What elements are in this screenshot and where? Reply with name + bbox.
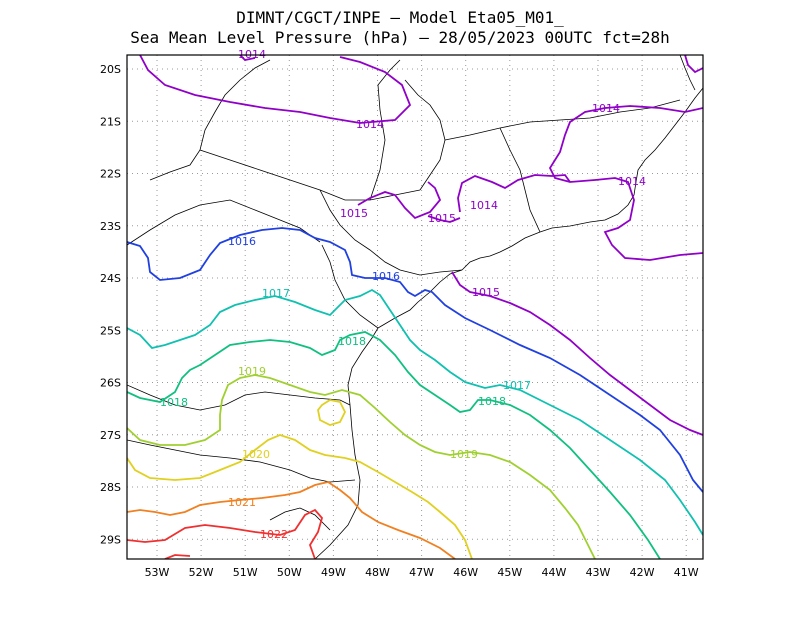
- chart-subtitle: Sea Mean Level Pressure (hPa) – 28/05/20…: [130, 28, 670, 47]
- isobar-1021: [127, 481, 456, 559]
- lat-tick-label: 29S: [100, 533, 121, 546]
- lat-tick-label: 21S: [100, 115, 121, 128]
- map-frame: [126, 54, 704, 560]
- lon-tick-label: 47W: [409, 566, 434, 579]
- lon-tick-label: 53W: [145, 566, 170, 579]
- graticule: [127, 55, 703, 559]
- isobar-1019: [317, 399, 347, 426]
- contour-labels: 1014 1014 1014 1014 1014 1015 1015 1015 …: [160, 48, 646, 541]
- lon-tick-label: 48W: [365, 566, 390, 579]
- lat-tick-label: 26S: [100, 377, 121, 390]
- isobars: [127, 55, 703, 559]
- lon-tick-label: 46W: [453, 566, 478, 579]
- border-path: [127, 199, 321, 246]
- contour-label: 1014: [470, 199, 498, 212]
- isobar-1022: [127, 508, 323, 559]
- isobar-1014: [457, 174, 571, 213]
- isobar-1014: [139, 55, 412, 124]
- lon-tick-label: 41W: [674, 566, 699, 579]
- lat-tick-label: 24S: [100, 272, 121, 285]
- lat-tick-label: 25S: [100, 324, 121, 337]
- chart-title: DIMNT/CGCT/INPE – Model Eta05_M01_: [236, 8, 564, 27]
- isobar-1015: [427, 215, 461, 223]
- isobar-1014: [239, 55, 256, 61]
- lon-tick-label: 49W: [321, 566, 346, 579]
- border-path: [444, 99, 681, 141]
- isobar-1014: [684, 55, 703, 74]
- contour-label: 1019: [450, 448, 478, 461]
- contour-label: 1014: [356, 118, 384, 131]
- lon-tick-label: 45W: [497, 566, 522, 579]
- coastline-path: [679, 55, 696, 91]
- isobar-1017: [127, 288, 703, 536]
- contour-label: 1014: [618, 175, 646, 188]
- coastline-path: [377, 269, 463, 329]
- contour-label: 1016: [228, 235, 256, 248]
- contour-label: 1019: [238, 365, 266, 378]
- longitude-tick-labels: 53W 52W 51W 50W 49W 48W 47W 46W 45W 44W 43W 42W 41W: [145, 566, 699, 579]
- isobar-1019: [127, 374, 596, 559]
- lon-tick-label: 43W: [586, 566, 611, 579]
- border-path: [149, 59, 271, 181]
- border-path: [319, 189, 463, 276]
- isobar-1020: [127, 434, 473, 559]
- contour-label: 1017: [503, 379, 531, 392]
- latitude-tick-labels: 20S 21S 22S 23S 24S 25S 26S 27S 28S 29S: [100, 63, 121, 546]
- coastline-path: [314, 244, 379, 559]
- border-path: [499, 127, 541, 233]
- contour-label: 1015: [340, 207, 368, 220]
- lon-tick-label: 52W: [189, 566, 214, 579]
- coastline: [127, 55, 703, 559]
- contour-label: 1018: [478, 395, 506, 408]
- contour-label: 1015: [428, 212, 456, 225]
- isobar-1015: [357, 181, 442, 220]
- contour-label: 1014: [592, 102, 620, 115]
- lat-tick-label: 23S: [100, 220, 121, 233]
- contour-label: 1017: [262, 287, 290, 300]
- isobar-1016: [127, 227, 703, 493]
- lon-tick-label: 51W: [233, 566, 258, 579]
- isobar-1022: [164, 554, 191, 559]
- lat-tick-label: 27S: [100, 429, 121, 442]
- lat-tick-label: 22S: [100, 168, 121, 181]
- contour-label: 1022: [260, 528, 288, 541]
- border-path: [127, 439, 356, 483]
- border-path: [127, 384, 351, 411]
- contour-label: 1015: [472, 286, 500, 299]
- border-path: [269, 507, 331, 531]
- isobar-1015: [451, 271, 703, 436]
- contour-label: 1018: [338, 335, 366, 348]
- lat-tick-label: 28S: [100, 481, 121, 494]
- isobar-1018: [127, 331, 661, 559]
- contour-label: 1018: [160, 396, 188, 409]
- lon-tick-label: 44W: [541, 566, 566, 579]
- border-path: [404, 79, 446, 191]
- isobar-1014: [548, 105, 703, 261]
- coastline-path: [461, 87, 703, 271]
- lon-tick-label: 50W: [277, 566, 302, 579]
- contour-label: 1016: [372, 270, 400, 283]
- contour-label: 1020: [242, 448, 270, 461]
- border-path: [369, 59, 401, 201]
- contour-label: 1021: [228, 496, 256, 509]
- lat-tick-label: 20S: [100, 63, 121, 76]
- lon-tick-label: 42W: [630, 566, 655, 579]
